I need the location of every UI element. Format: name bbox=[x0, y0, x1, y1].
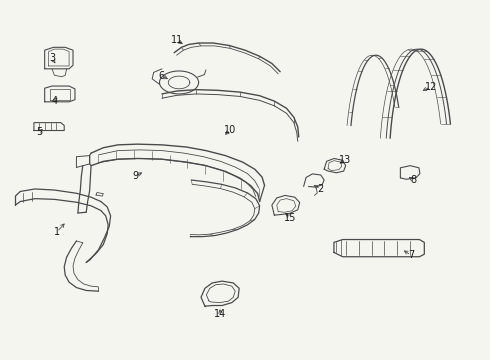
Text: 12: 12 bbox=[424, 82, 437, 92]
Text: 11: 11 bbox=[171, 35, 183, 45]
Text: 6: 6 bbox=[159, 71, 165, 81]
Text: 14: 14 bbox=[215, 310, 227, 319]
Text: 4: 4 bbox=[51, 96, 57, 106]
Text: 10: 10 bbox=[224, 125, 237, 135]
Text: 13: 13 bbox=[339, 155, 351, 165]
Text: 15: 15 bbox=[284, 213, 296, 222]
Text: 5: 5 bbox=[37, 127, 43, 136]
Text: 2: 2 bbox=[318, 184, 324, 194]
Text: 9: 9 bbox=[132, 171, 138, 181]
Text: 8: 8 bbox=[411, 175, 416, 185]
Text: 1: 1 bbox=[54, 227, 60, 237]
Text: 3: 3 bbox=[49, 53, 55, 63]
Text: 7: 7 bbox=[408, 250, 414, 260]
